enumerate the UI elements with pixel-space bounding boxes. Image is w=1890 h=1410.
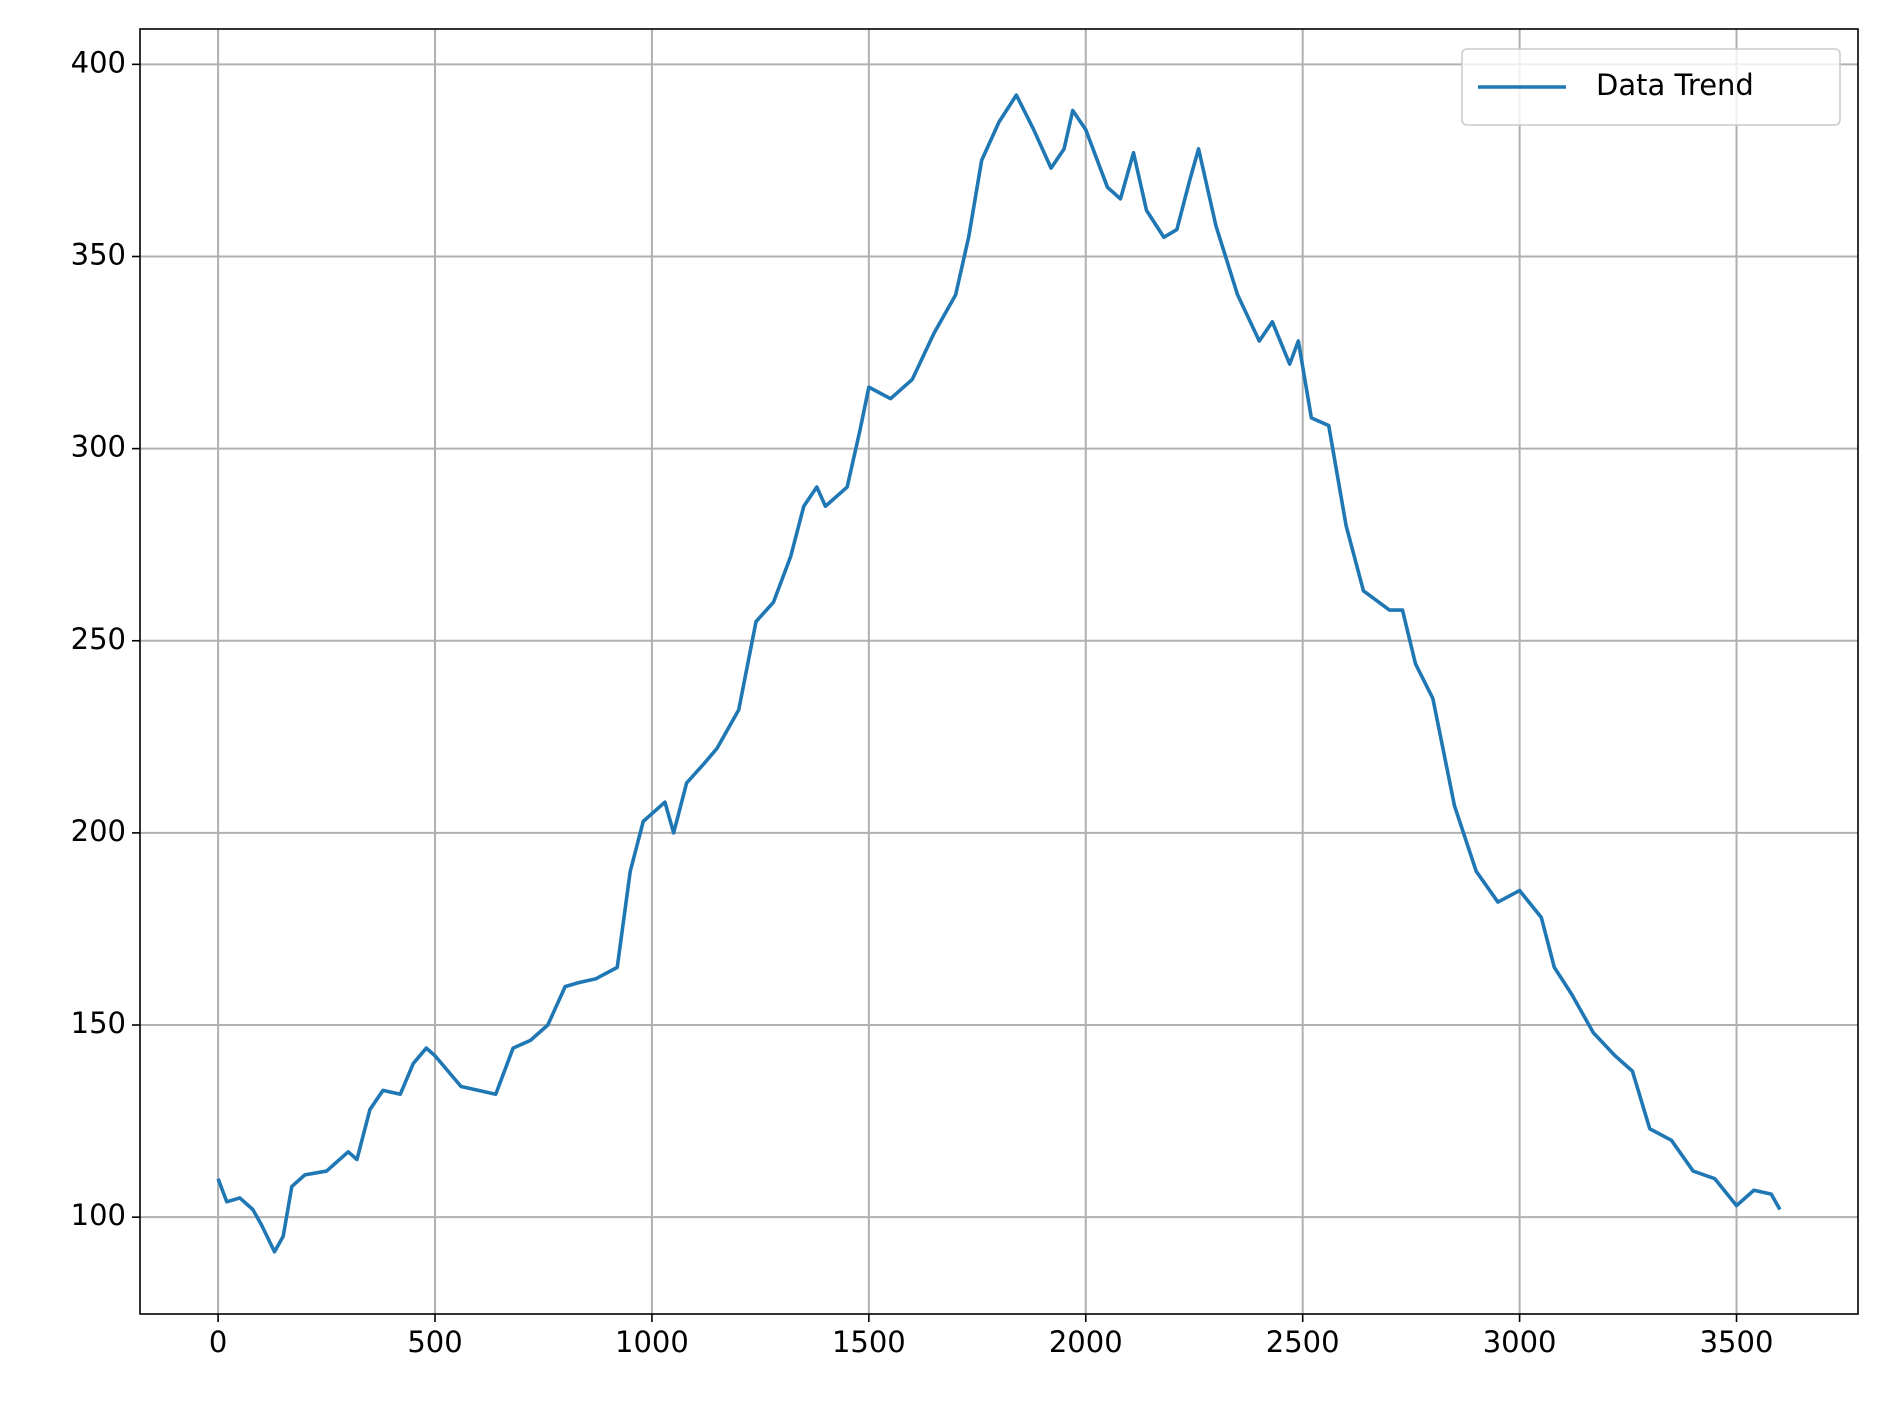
- x-tick-label: 1000: [615, 1325, 689, 1359]
- legend-box: [1461, 48, 1841, 126]
- x-tick-label: 2500: [1266, 1325, 1340, 1359]
- x-tick-label: 1500: [832, 1325, 906, 1359]
- x-tick-label: 500: [407, 1325, 462, 1359]
- data-line: [216, 93, 1782, 1254]
- y-tick-label: 400: [71, 45, 126, 79]
- y-tick-label: 150: [71, 1006, 126, 1040]
- x-tick-label: 0: [209, 1325, 227, 1359]
- y-tick-label: 250: [71, 622, 126, 656]
- x-tick-label: 3000: [1483, 1325, 1557, 1359]
- x-tick-label: 2000: [1049, 1325, 1123, 1359]
- y-tick-label: 300: [71, 430, 126, 464]
- y-tick-label: 100: [71, 1198, 126, 1232]
- legend-label: Data Trend: [1596, 68, 1754, 102]
- x-tick-label: 3500: [1700, 1325, 1774, 1359]
- plot-frame: [139, 28, 1859, 1315]
- y-tick-label: 350: [71, 237, 126, 271]
- y-tick-label: 200: [71, 814, 126, 848]
